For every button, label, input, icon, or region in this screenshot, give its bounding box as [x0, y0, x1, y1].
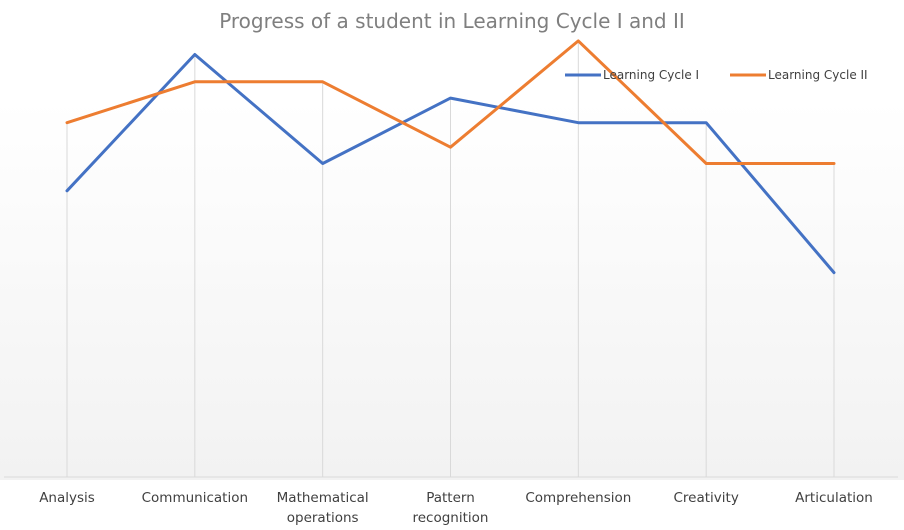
chart-title: Progress of a student in Learning Cycle …: [219, 9, 685, 33]
x-tick-label: Analysis: [39, 490, 95, 506]
x-tick-label: Communication: [142, 490, 248, 506]
x-tick-label: Articulation: [795, 490, 873, 506]
legend: Learning Cycle I Learning Cycle II: [565, 68, 868, 82]
x-tick-labels: Analysis Communication Mathematical operati…: [39, 490, 873, 526]
x-tick-label: Pattern recognition: [413, 490, 489, 526]
x-tick-label: Creativity: [674, 490, 739, 506]
series-layer: [65, 39, 836, 275]
drop-lines: [66, 40, 835, 477]
plot-background: [0, 100, 904, 480]
legend-label-learning-cycle-ii: Learning Cycle II: [768, 68, 868, 82]
legend-label-learning-cycle-i: Learning Cycle I: [603, 68, 699, 82]
x-tick-label: Mathematical operations: [277, 490, 369, 526]
series-line-learning-cycle-i: [65, 53, 836, 275]
series-line-learning-cycle-ii: [65, 39, 836, 165]
x-tick-label: Comprehension: [525, 490, 631, 506]
